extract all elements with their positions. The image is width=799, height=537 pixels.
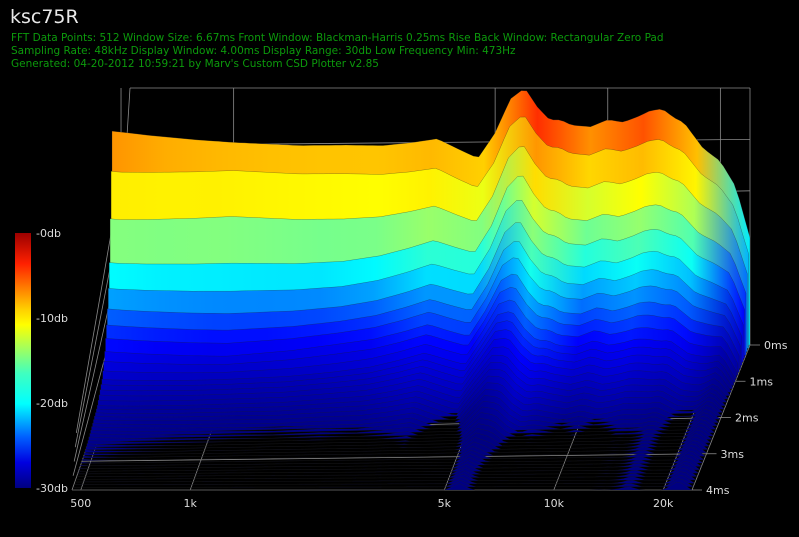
decay-slice <box>78 457 703 472</box>
decay-slice <box>80 450 705 467</box>
x-tick-label: 10k <box>544 497 565 510</box>
grid-line <box>81 453 707 462</box>
chart-title: ksc75R <box>10 6 79 28</box>
decay-slice <box>72 481 693 491</box>
info-sampling-settings: Sampling Rate: 48kHz Display Window: 4.0… <box>11 45 516 57</box>
decay-slice <box>81 447 707 464</box>
z-tick-label: 0ms <box>764 339 788 352</box>
decay-slice <box>75 467 699 480</box>
z-tick-label: 4ms <box>706 484 730 497</box>
decay-slice <box>82 443 708 461</box>
x-tick-label: 20k <box>653 497 674 510</box>
decay-slice <box>85 427 713 451</box>
colorbar-tick-label: -30db <box>36 482 68 495</box>
decay-slice <box>84 432 712 453</box>
x-tick-label: 1k <box>184 497 198 510</box>
colorbar-tick-label: -20db <box>36 397 68 410</box>
decay-slice <box>76 464 700 477</box>
decay-slice <box>88 412 717 443</box>
decay-slice <box>73 474 696 485</box>
decay-slice <box>74 471 697 483</box>
info-generated: Generated: 04-20-2012 10:59:21 by Marv's… <box>11 58 379 70</box>
decay-slice <box>72 478 694 488</box>
colorbar-tick-label: -0db <box>36 227 61 240</box>
decay-slice <box>79 453 704 469</box>
axis-labels: 500 1k 5k 10k 20k 0ms 1ms 2ms 3ms 4ms <box>70 339 787 510</box>
colorbar <box>15 233 31 488</box>
z-tick-label: 1ms <box>750 375 774 388</box>
decay-slices <box>72 90 751 491</box>
decay-slice <box>77 460 701 475</box>
z-tick-label: 2ms <box>735 412 759 425</box>
z-tick-label: 3ms <box>721 448 745 461</box>
decay-slice <box>86 423 715 448</box>
decay-slice <box>89 406 719 440</box>
decay-slice <box>87 417 716 445</box>
decay-slice <box>83 436 711 456</box>
info-fft-settings: FFT Data Points: 512 Window Size: 6.67ms… <box>11 32 664 44</box>
colorbar-labels: -0db -10db -20db -30db <box>36 227 68 495</box>
x-tick-label: 5k <box>438 497 452 510</box>
decay-slice <box>83 440 709 459</box>
colorbar-tick-label: -10db <box>36 312 68 325</box>
x-tick-label: 500 <box>70 497 91 510</box>
